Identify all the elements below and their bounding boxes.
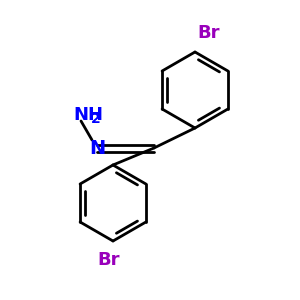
Text: Br: Br xyxy=(98,251,120,269)
Text: NH: NH xyxy=(73,106,103,124)
Text: Br: Br xyxy=(197,24,220,42)
Text: N: N xyxy=(89,139,105,158)
Text: 2: 2 xyxy=(91,112,101,126)
